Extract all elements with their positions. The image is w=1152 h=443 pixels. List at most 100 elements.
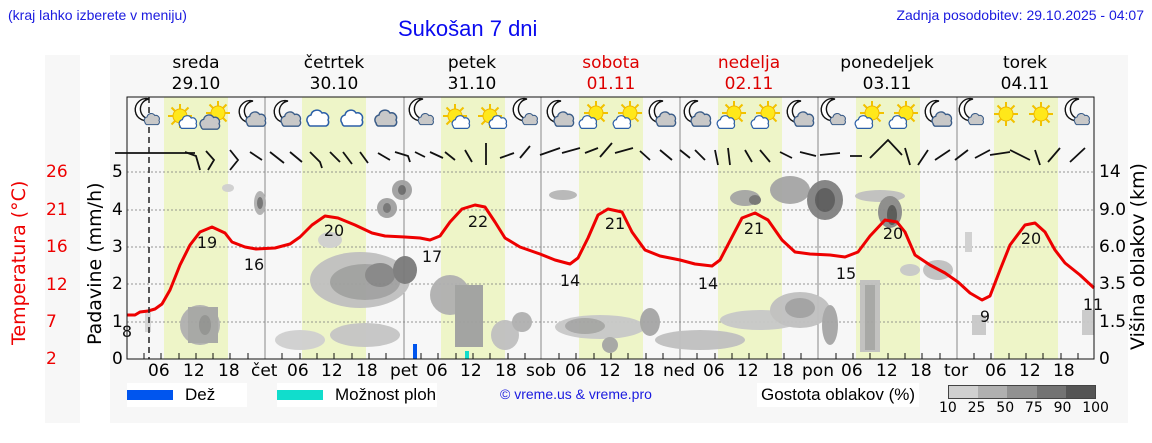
storm-swatch — [277, 390, 323, 400]
x-label: 06 — [703, 361, 725, 381]
moon-cloud-icon — [786, 99, 815, 127]
density-swatch — [1036, 386, 1066, 398]
moon-cloud-icon — [1064, 97, 1090, 126]
day-header: sreda 29.10 — [171, 53, 221, 94]
cloud-density-ticks: 10 25 50 75 90 100 — [939, 400, 1109, 416]
precip-tick: 3 — [112, 237, 123, 257]
cloud-density-scale — [948, 385, 1096, 399]
last-updated: Zadnja posodobitev: 29.10.2025 - 04:07 — [896, 7, 1144, 23]
rain-swatch — [127, 390, 173, 400]
wind-barbs — [115, 138, 1086, 171]
density-swatch — [1065, 386, 1096, 398]
x-label: ned — [663, 361, 696, 381]
cloud-height-tick: 0 — [1099, 349, 1110, 369]
svg-text:14: 14 — [698, 274, 718, 293]
rain-label: Dež — [185, 385, 216, 404]
temperature-tick: 16 — [46, 237, 68, 257]
moon-cloud-icon — [134, 97, 160, 126]
moon-cloud-rain-icon — [408, 97, 434, 126]
x-label: pon — [802, 361, 834, 381]
svg-text:19: 19 — [197, 233, 217, 252]
moon-cloud-icon — [924, 99, 953, 127]
hint-text: (kraj lahko izberete v meniju) — [8, 7, 187, 23]
grid-lines — [127, 171, 1094, 323]
temperature-tick: 2 — [46, 349, 57, 369]
x-label: 06 — [426, 361, 448, 381]
x-label: 12 — [876, 361, 898, 381]
storm-bar — [465, 351, 469, 359]
cloud-icon — [374, 109, 398, 127]
x-label: 12 — [460, 361, 482, 381]
x-label: 18 — [495, 361, 517, 381]
x-label: 18 — [1053, 361, 1075, 381]
x-label: 06 — [985, 361, 1007, 381]
precip-tick: 4 — [112, 200, 123, 220]
moon-cloud-icon — [546, 99, 575, 127]
moon-cloud-icon — [512, 97, 538, 126]
sun-icon — [1028, 101, 1054, 127]
x-label: sob — [526, 361, 557, 381]
legend-rain: Dež — [127, 383, 247, 407]
svg-text:22: 22 — [468, 212, 488, 231]
precip-tick: 0 — [112, 349, 123, 369]
svg-text:20: 20 — [324, 221, 344, 240]
temperature-tick: 7 — [46, 312, 57, 332]
x-label: 06 — [148, 361, 170, 381]
svg-text:14: 14 — [560, 271, 580, 290]
svg-text:20: 20 — [1021, 229, 1041, 248]
x-label: 12 — [321, 361, 343, 381]
day-header: sobota 01.11 — [582, 53, 640, 94]
temperature-tick: 12 — [46, 275, 68, 295]
day-header: četrtek 30.10 — [303, 53, 365, 94]
x-label: 18 — [356, 361, 378, 381]
temperature-tick: 21 — [46, 200, 68, 220]
moon-cloud-icon — [238, 99, 267, 127]
legend-storm: Možnost ploh — [277, 383, 437, 407]
temperature-axis-panel — [45, 55, 80, 423]
x-label: 18 — [633, 361, 655, 381]
svg-text:9: 9 — [980, 307, 990, 326]
day-header: nedelja 02.11 — [717, 53, 781, 94]
day-header: torek 04.11 — [1000, 53, 1050, 94]
svg-text:16: 16 — [244, 255, 264, 274]
moon-cloud-icon — [820, 97, 846, 126]
x-label: pet — [390, 361, 418, 381]
moon-cloud-icon — [273, 99, 302, 127]
rain-bar — [413, 344, 417, 359]
precip-tick: 5 — [112, 162, 123, 182]
x-label: 12 — [1019, 361, 1041, 381]
cloud-density-label: Gostota oblakov (%) — [757, 383, 920, 407]
x-label: 06 — [841, 361, 863, 381]
day-dividers — [264, 97, 958, 359]
storm-label: Možnost ploh — [335, 385, 437, 404]
x-label: 12 — [183, 361, 205, 381]
svg-text:21: 21 — [605, 214, 625, 233]
copyright-link[interactable]: © vreme.us & vreme.pro — [500, 386, 652, 402]
cloud-height-tick: 6.0 — [1099, 237, 1127, 257]
svg-text:20: 20 — [883, 224, 903, 243]
x-label: 12 — [599, 361, 621, 381]
temperature-tick: 26 — [46, 162, 68, 182]
moon-cloud-icon — [683, 99, 712, 127]
x-label: 06 — [565, 361, 587, 381]
svg-text:17: 17 — [422, 247, 442, 266]
x-label: 06 — [287, 361, 309, 381]
precip-axis-title: Padavine (mm/h) — [84, 182, 106, 345]
daylight-bands — [164, 97, 1058, 359]
density-swatch — [1007, 386, 1037, 398]
svg-text:15: 15 — [836, 264, 856, 283]
svg-text:21: 21 — [744, 219, 764, 238]
x-label: čet — [251, 361, 278, 381]
cloud-height-axis-title: Višina oblakov (km) — [1127, 163, 1149, 350]
density-swatch — [978, 386, 1008, 398]
temperature-labels: 8 19 16 20 17 22 14 21 14 21 15 20 9 20 … — [122, 212, 1103, 341]
day-header: petek 31.10 — [447, 53, 497, 94]
moon-cloud-icon — [958, 97, 984, 126]
temperature-line — [127, 203, 1096, 317]
sun-icon — [993, 101, 1019, 127]
day-header: ponedeljek 03.11 — [840, 53, 934, 94]
x-label: tor — [944, 361, 969, 381]
precip-tick: 2 — [112, 274, 123, 294]
cloud-height-tick: 9.0 — [1099, 200, 1127, 220]
